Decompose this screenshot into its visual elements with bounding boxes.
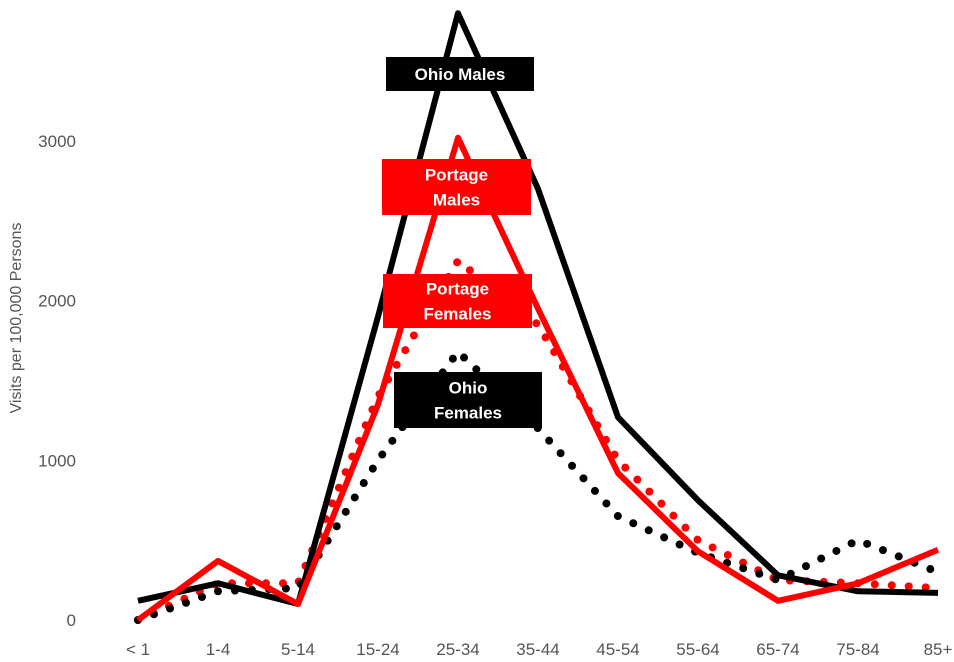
portage-males-line <box>136 134 940 623</box>
portage-males-label: Portage Males <box>382 159 531 215</box>
x-tick-label: 45-54 <box>596 640 639 659</box>
label-text: Males <box>433 191 480 210</box>
ohio-males-label: Ohio Males <box>386 57 534 91</box>
y-tick-label: 1000 <box>38 451 76 470</box>
portage-females-label: Portage Females <box>383 274 532 328</box>
series-lines <box>134 10 942 624</box>
label-box <box>383 274 532 328</box>
y-tick-label: 0 <box>67 611 76 630</box>
x-tick-label: < 1 <box>126 640 150 659</box>
label-text: Females <box>423 305 491 324</box>
y-axis-ticks: 0 1000 2000 3000 <box>38 132 76 630</box>
ohio-males-line <box>137 10 939 608</box>
label-box <box>386 57 534 91</box>
label-text: Ohio Males <box>415 65 506 84</box>
label-text: Portage <box>426 280 489 299</box>
y-tick-label: 2000 <box>38 292 76 311</box>
x-tick-label: 75-84 <box>836 640 879 659</box>
y-axis-label: Visits per 100,000 Persons <box>8 223 25 414</box>
y-tick-label: 3000 <box>38 132 76 151</box>
x-tick-label: 25-34 <box>436 640 479 659</box>
ohio-females-label: Ohio Females <box>394 372 542 428</box>
x-tick-label: 85+ <box>924 640 953 659</box>
label-text: Ohio <box>449 379 488 398</box>
label-text: Portage <box>425 166 488 185</box>
x-axis-ticks: < 1 1-4 5-14 15-24 25-34 35-44 45-54 55-64 65-74… <box>126 640 953 659</box>
x-tick-label: 35-44 <box>516 640 559 659</box>
x-tick-label: 5-14 <box>281 640 315 659</box>
x-tick-label: 15-24 <box>356 640 399 659</box>
label-box <box>394 372 542 428</box>
series-labels: Ohio MalesPortageMalesPortageFemalesOhio… <box>382 57 542 428</box>
x-tick-label: 65-74 <box>756 640 799 659</box>
label-text: Females <box>434 404 502 423</box>
x-tick-label: 55-64 <box>676 640 719 659</box>
x-tick-label: 1-4 <box>206 640 231 659</box>
label-box <box>382 159 531 215</box>
